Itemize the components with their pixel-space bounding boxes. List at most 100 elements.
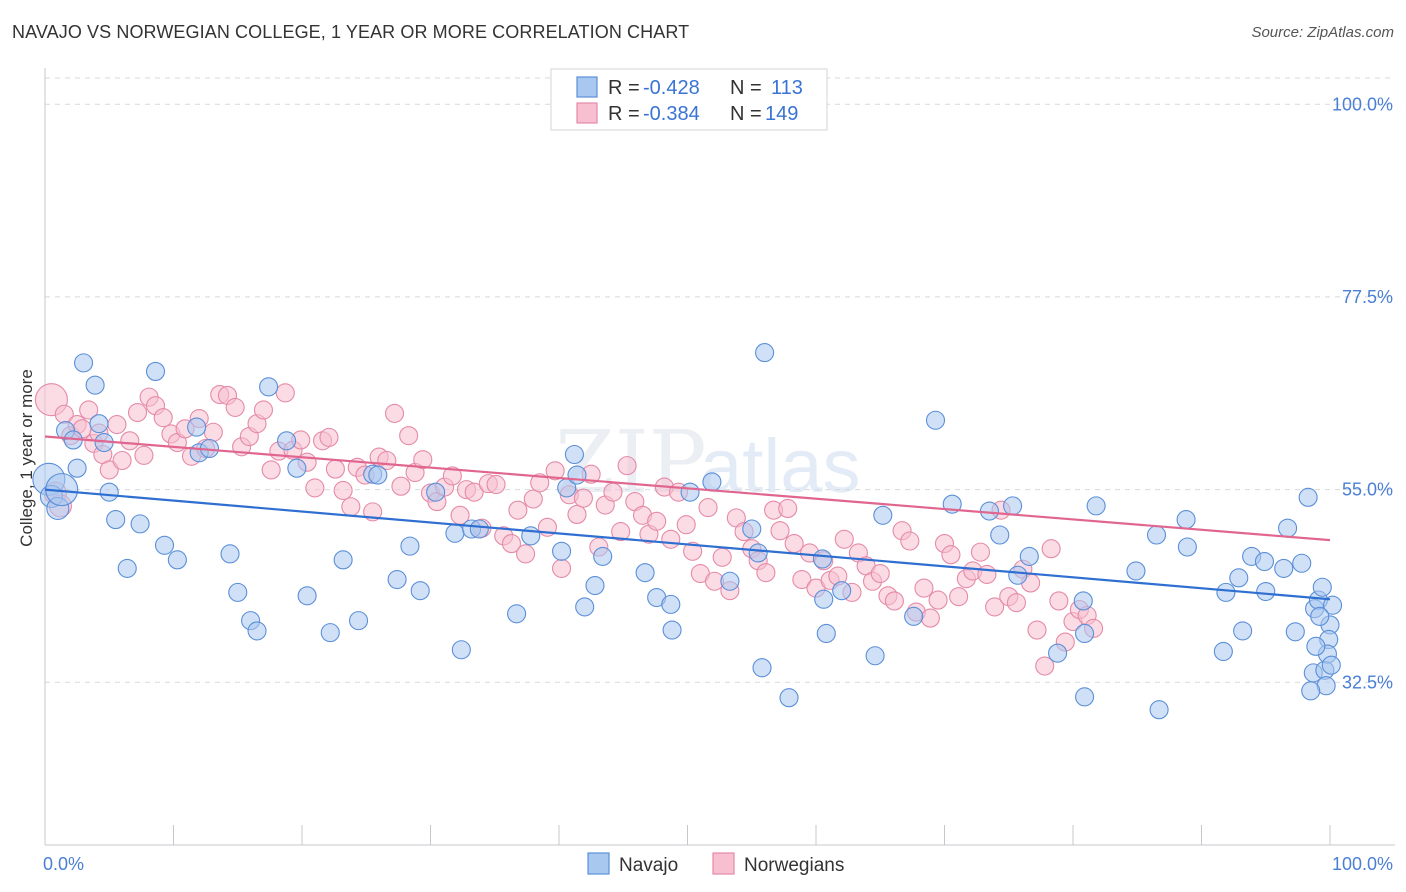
navajo-point: [1177, 537, 1197, 557]
navajo-point: [410, 581, 430, 601]
navajo-point: [445, 523, 465, 543]
navajo-point: [564, 444, 584, 465]
navajo-point: [1213, 641, 1233, 662]
norwegian-point: [970, 542, 991, 562]
norwegian-point: [683, 541, 703, 561]
navajo-point: [904, 606, 924, 626]
navajo-point: [1019, 546, 1039, 566]
navajo-point: [106, 510, 126, 530]
norwegian-point: [516, 544, 536, 564]
navajo-point: [990, 525, 1010, 545]
legend-top: R = -0.428 N = 113 R = -0.384 N = 149: [550, 68, 828, 131]
navajo-point: [755, 343, 775, 363]
navajo-point: [228, 582, 248, 602]
norwegian-point: [914, 578, 934, 598]
norwegian-point: [127, 402, 148, 423]
legend-r-label-norwegian: R =: [608, 103, 645, 125]
norwegian-trend-line: [44, 435, 1331, 542]
norwegian-point: [784, 534, 804, 554]
navajo-point: [1216, 582, 1236, 602]
norwegian-point: [120, 431, 140, 451]
y-tick-label: 77.5%: [1342, 287, 1393, 307]
navajo-point: [259, 377, 279, 397]
navajo-point: [552, 541, 572, 561]
norwegian-point: [107, 414, 127, 435]
norwegian-point: [153, 408, 173, 428]
norwegian-point: [603, 482, 623, 502]
navajo-point: [1321, 655, 1341, 675]
navajo-point: [832, 581, 852, 601]
navajo-point: [575, 597, 595, 617]
navajo-point: [426, 482, 446, 502]
navajo-point: [1086, 496, 1106, 516]
navajo-point: [680, 482, 700, 502]
navajo-point: [67, 458, 87, 478]
norwegian-point: [319, 427, 339, 447]
navajo-point: [297, 586, 317, 606]
navajo-point: [85, 375, 105, 395]
norwegian-point: [567, 504, 587, 524]
norwegian-point: [792, 569, 812, 590]
norwegian-point: [573, 488, 593, 508]
navajo-point: [925, 410, 946, 430]
navajo-point: [1306, 636, 1326, 656]
bottom-legend-swatch-navajo: [587, 852, 610, 875]
norwegian-point: [1006, 593, 1027, 613]
norwegian-point: [1035, 656, 1055, 676]
norwegian-point: [545, 461, 565, 481]
navajo-point: [469, 519, 489, 539]
norwegian-point: [501, 534, 522, 554]
norwegian-point: [617, 456, 637, 476]
navajo-point: [1254, 551, 1275, 572]
norwegian-point: [523, 489, 543, 509]
navajo-point: [1274, 558, 1294, 578]
navajo-point: [1146, 525, 1167, 545]
navajo-point: [1048, 643, 1068, 663]
axes: [44, 68, 1395, 846]
norwegian-point: [99, 460, 119, 480]
norwegian-point: [203, 422, 223, 442]
navajo-point: [1075, 623, 1095, 644]
bottom-legend-label-navajo: Navajo: [619, 855, 678, 876]
navajo-point: [451, 640, 471, 660]
navajo-point: [1310, 606, 1330, 626]
legend-n-label-norwegian: N =: [730, 103, 767, 125]
norwegian-point: [225, 397, 245, 417]
legend-r-value-norwegian: -0.384: [643, 103, 700, 125]
navajo-point: [287, 458, 307, 478]
bottom-legend-label-norwegian: Norwegians: [744, 855, 844, 876]
navajo-point: [1312, 577, 1332, 597]
grid: [45, 77, 1395, 683]
norwegian-point: [442, 466, 462, 486]
navajo-point: [167, 550, 187, 570]
norwegian-point: [676, 515, 696, 535]
norwegian-point: [778, 498, 798, 519]
legend-n-label-navajo: N =: [730, 77, 767, 99]
norwegian-point: [391, 476, 411, 496]
navajo-point: [661, 594, 681, 614]
navajo-point: [74, 353, 94, 373]
norwegian-point: [928, 590, 948, 610]
navajo-point: [1008, 565, 1028, 585]
navajo-points: [32, 343, 1343, 720]
navajo-point: [1233, 621, 1253, 641]
navajo-point: [333, 550, 353, 570]
navajo-point: [748, 543, 768, 563]
norwegian-point: [941, 545, 961, 565]
navajo-point: [99, 482, 119, 502]
navajo-point: [662, 620, 682, 640]
navajo-point: [1323, 595, 1343, 615]
norwegian-point: [305, 478, 325, 498]
navajo-point: [873, 505, 893, 525]
y-tick-label: 100.0%: [1332, 94, 1393, 114]
navajo-point: [1075, 687, 1095, 707]
norwegian-point: [530, 473, 550, 493]
navajo-point: [387, 569, 407, 590]
legend-n-value-navajo: 113: [771, 77, 803, 99]
norwegian-point: [920, 608, 940, 628]
legend-r-label-navajo: R =: [608, 77, 645, 99]
navajo-point: [1073, 591, 1093, 611]
navajo-point: [1298, 487, 1318, 507]
navajo-point: [1301, 681, 1321, 701]
